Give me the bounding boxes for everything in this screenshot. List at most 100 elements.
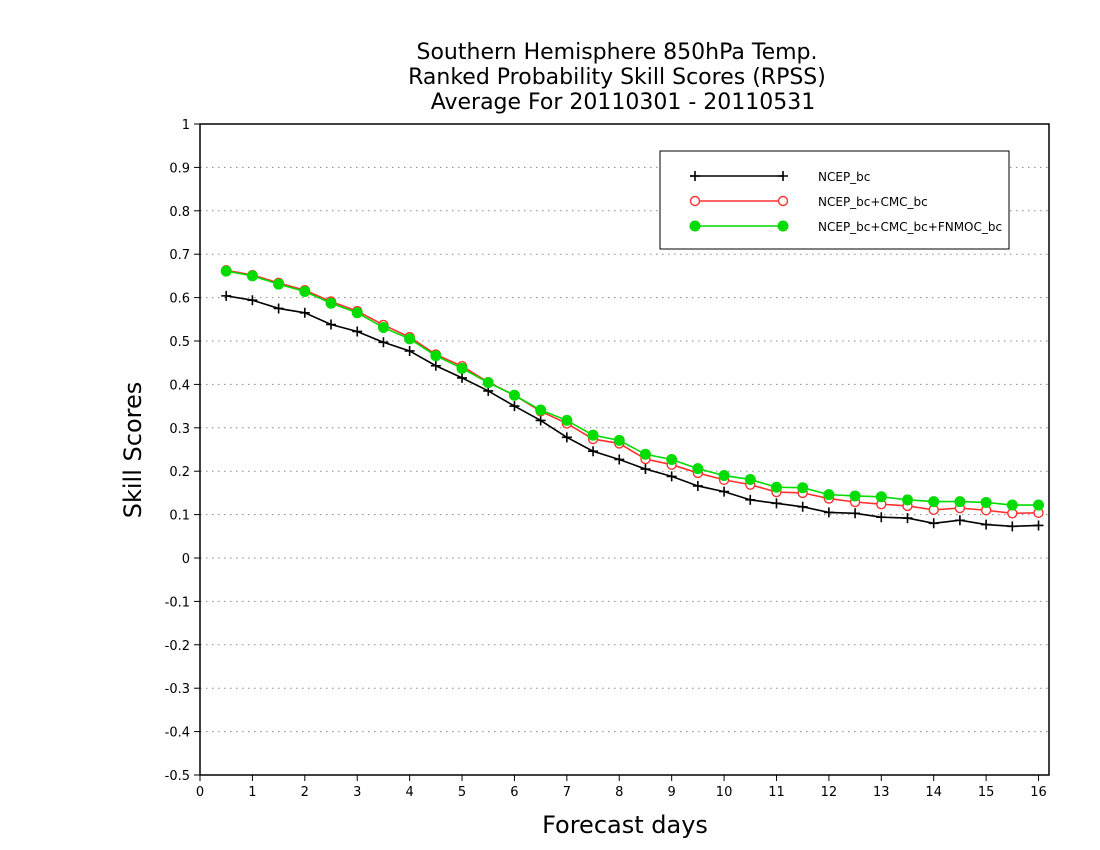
- x-tick-label: 10: [716, 785, 733, 800]
- chart-title-line-2: Ranked Probability Skill Scores (RPSS): [408, 65, 826, 90]
- y-tick-label: -0.5: [165, 769, 190, 784]
- data-point: [640, 464, 651, 475]
- data-point: [508, 389, 520, 401]
- x-tick-label: 2: [301, 785, 309, 800]
- series-3: [220, 265, 1045, 511]
- data-point: [456, 362, 468, 374]
- y-axis: -0.5 -0.4 -0.3 -0.2 -0.1 0 0.1 0.2 0.3 0.4 0.5 0.6 0…: [165, 118, 200, 784]
- chart-title-line-1: Southern Hemisphere 850hPa Temp.: [417, 40, 818, 65]
- data-point: [770, 481, 782, 493]
- data-point: [745, 494, 756, 505]
- data-point: [639, 448, 651, 460]
- data-point: [954, 515, 965, 526]
- data-point: [561, 414, 573, 426]
- data-point: [954, 496, 966, 508]
- y-tick-label: 0.7: [169, 248, 190, 263]
- data-point: [351, 307, 363, 319]
- legend-marker: [689, 220, 701, 232]
- legend-entry: NCEP_bc+CMC_bc+FNMOC_bc: [689, 220, 1002, 234]
- series-line: [226, 270, 1039, 506]
- data-point: [823, 507, 834, 518]
- y-tick-label: 0.5: [169, 335, 190, 350]
- x-tick-label: 13: [873, 785, 890, 800]
- y-tick-label: 0.3: [169, 422, 190, 437]
- chart-title-line-3: Average For 20110301 - 20110531: [431, 90, 816, 115]
- legend-marker: [777, 195, 789, 207]
- data-point: [482, 377, 494, 389]
- data-point: [430, 360, 441, 371]
- data-point: [535, 404, 547, 416]
- data-point: [692, 480, 703, 491]
- series-line: [226, 269, 1039, 515]
- series-2: [221, 265, 1044, 519]
- data-point: [378, 337, 389, 348]
- y-tick-label: 1: [182, 118, 190, 133]
- data-point: [273, 278, 285, 290]
- y-tick-label: -0.1: [165, 595, 190, 610]
- data-point: [771, 498, 782, 509]
- legend-label-1: NCEP_bc: [818, 170, 870, 184]
- y-tick-label: -0.3: [165, 682, 190, 697]
- data-point: [1006, 499, 1018, 511]
- data-series: [220, 265, 1045, 532]
- data-point: [404, 333, 416, 345]
- x-tick-label: 16: [1030, 785, 1047, 800]
- data-point: [1033, 499, 1045, 511]
- legend-label-2: NCEP_bc+CMC_bc: [818, 195, 928, 209]
- data-point: [561, 432, 572, 443]
- x-tick-label: 14: [925, 785, 942, 800]
- data-point: [928, 496, 940, 508]
- data-point: [299, 286, 311, 298]
- data-point: [509, 401, 520, 412]
- y-tick-label: 0.2: [169, 465, 190, 480]
- legend-marker-3: [689, 220, 789, 232]
- data-point: [1033, 520, 1044, 531]
- x-tick-label: 5: [458, 785, 466, 800]
- data-point: [849, 490, 861, 502]
- y-tick-label: 0: [182, 552, 190, 567]
- data-point: [718, 470, 730, 482]
- x-tick-label: 0: [196, 785, 204, 800]
- x-tick-label: 9: [668, 785, 676, 800]
- y-tick-label: -0.2: [165, 639, 190, 654]
- data-point: [1007, 521, 1018, 532]
- data-point: [797, 482, 809, 494]
- series-1: [221, 290, 1044, 532]
- data-point: [613, 434, 625, 446]
- data-point: [719, 486, 730, 497]
- x-tick-label: 7: [563, 785, 571, 800]
- data-point: [744, 473, 756, 485]
- data-point: [587, 429, 599, 441]
- data-point: [981, 519, 992, 530]
- data-point: [850, 508, 861, 519]
- data-point: [902, 494, 913, 506]
- data-point: [326, 319, 337, 330]
- series-line: [226, 295, 1039, 528]
- data-point: [299, 307, 310, 318]
- grid-lines: [200, 166, 1049, 733]
- x-axis: 0 1 2 3 4 5 6 7 8 9 10 11 12 13 14 15 16: [196, 775, 1047, 800]
- x-axis-label: Forecast days: [542, 811, 708, 839]
- x-tick-label: 12: [821, 785, 838, 800]
- data-point: [273, 303, 284, 314]
- y-tick-label: 0.8: [169, 205, 190, 220]
- data-point: [588, 446, 599, 457]
- data-point: [902, 513, 913, 524]
- plot-frame: [199, 123, 1050, 776]
- data-point: [876, 512, 887, 523]
- data-point: [666, 453, 678, 465]
- x-tick-label: 8: [615, 785, 623, 800]
- data-point: [823, 489, 835, 501]
- legend-label-3: NCEP_bc+CMC_bc+FNMOC_bc: [818, 220, 1002, 234]
- data-point: [430, 350, 442, 362]
- legend-box: [659, 150, 1010, 250]
- x-tick-label: 11: [768, 785, 785, 800]
- data-point: [247, 295, 258, 306]
- x-tick-label: 3: [353, 785, 361, 800]
- data-point: [980, 496, 992, 508]
- chart-title: Southern Hemisphere 850hPa Temp. Ranked …: [408, 40, 826, 115]
- data-point: [221, 290, 232, 301]
- data-point: [875, 491, 887, 503]
- data-point: [325, 297, 337, 309]
- legend-marker: [777, 220, 789, 232]
